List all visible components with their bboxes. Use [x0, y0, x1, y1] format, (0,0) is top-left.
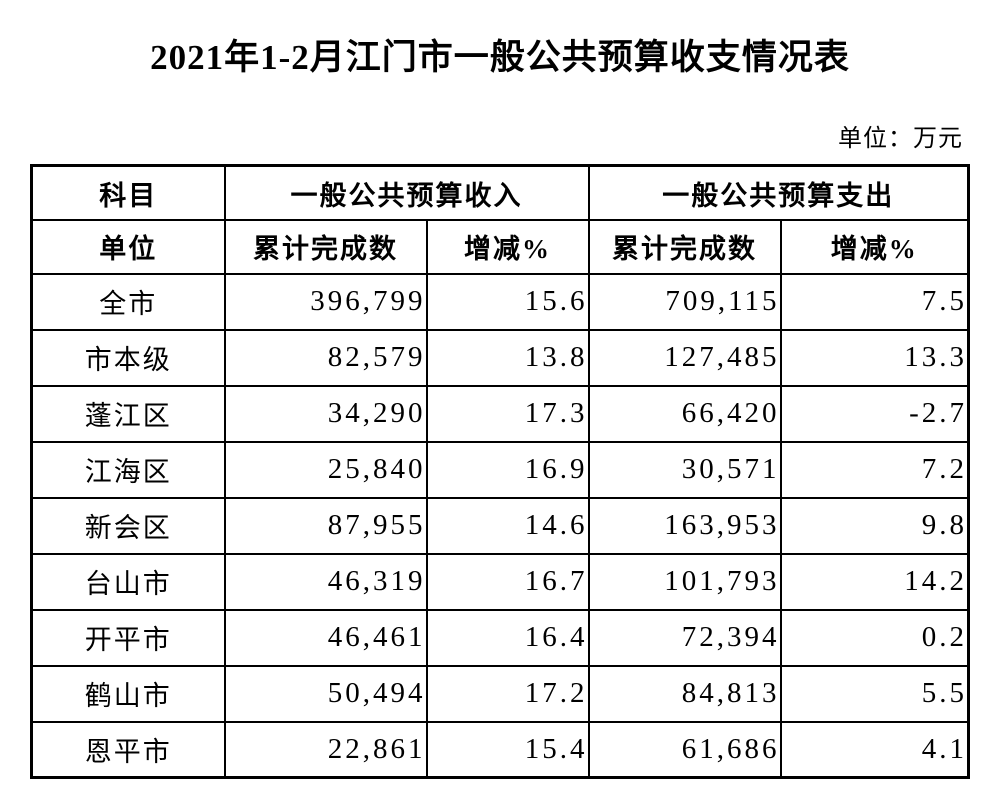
- expenditure-change-cell: 7.5: [779, 272, 970, 331]
- revenue-cell: 34,290: [223, 384, 428, 443]
- table-row: 新会区 87,955 14.6 163,953 9.8: [30, 496, 970, 555]
- revenue-cell: 87,955: [223, 496, 428, 555]
- unit-note: 单位：万元: [838, 126, 963, 153]
- table-row: 台山市 46,319 16.7 101,793 14.2: [30, 552, 970, 611]
- expenditure-cell: 66,420: [587, 384, 782, 443]
- expenditure-change-cell: 0.2: [779, 608, 970, 667]
- region-cell: 台山市: [30, 552, 226, 611]
- revenue-cell: 46,319: [223, 552, 428, 611]
- revenue-change-cell: 16.7: [425, 552, 590, 611]
- header-expenditure-change: 增减%: [779, 218, 970, 275]
- expenditure-change-cell: -2.7: [779, 384, 970, 443]
- expenditure-change-cell: 5.5: [779, 664, 970, 723]
- expenditure-change-cell: 4.1: [779, 720, 970, 779]
- budget-table: 科目 一般公共预算收入 一般公共预算支出 单位 累计完成数 增减% 累计完成数 …: [30, 164, 970, 780]
- expenditure-cell: 101,793: [587, 552, 782, 611]
- table-row: 蓬江区 34,290 17.3 66,420 -2.7: [30, 384, 970, 443]
- expenditure-cell: 30,571: [587, 440, 782, 499]
- revenue-cell: 82,579: [223, 328, 428, 387]
- expenditure-cell: 709,115: [587, 272, 782, 331]
- table-row: 江海区 25,840 16.9 30,571 7.2: [30, 440, 970, 499]
- region-cell: 市本级: [30, 328, 226, 387]
- revenue-cell: 46,461: [223, 608, 428, 667]
- region-cell: 江海区: [30, 440, 226, 499]
- expenditure-change-cell: 13.3: [779, 328, 970, 387]
- region-cell: 鹤山市: [30, 664, 226, 723]
- region-cell: 恩平市: [30, 720, 226, 779]
- header-expenditure-group: 一般公共预算支出: [587, 164, 970, 221]
- table-row: 鹤山市 50,494 17.2 84,813 5.5: [30, 664, 970, 723]
- revenue-change-cell: 15.4: [425, 720, 590, 779]
- revenue-change-cell: 16.4: [425, 608, 590, 667]
- revenue-cell: 396,799: [223, 272, 428, 331]
- page-title: 2021年1-2月江门市一般公共预算收支情况表: [150, 38, 850, 77]
- revenue-cell: 25,840: [223, 440, 428, 499]
- region-cell: 全市: [30, 272, 226, 331]
- header-row-columns: 单位 累计完成数 增减% 累计完成数 增减%: [30, 218, 970, 275]
- expenditure-change-cell: 14.2: [779, 552, 970, 611]
- expenditure-change-cell: 7.2: [779, 440, 970, 499]
- expenditure-cell: 84,813: [587, 664, 782, 723]
- revenue-change-cell: 16.9: [425, 440, 590, 499]
- table-body: 全市 396,799 15.6 709,115 7.5 市本级 82,579 1…: [30, 272, 970, 779]
- header-subject: 科目: [30, 164, 226, 221]
- header-revenue-cumulative: 累计完成数: [223, 218, 428, 275]
- expenditure-change-cell: 9.8: [779, 496, 970, 555]
- region-cell: 新会区: [30, 496, 226, 555]
- table-header: 科目 一般公共预算收入 一般公共预算支出 单位 累计完成数 增减% 累计完成数 …: [30, 164, 970, 275]
- header-unit: 单位: [30, 218, 226, 275]
- table-row: 开平市 46,461 16.4 72,394 0.2: [30, 608, 970, 667]
- expenditure-cell: 61,686: [587, 720, 782, 779]
- region-cell: 蓬江区: [30, 384, 226, 443]
- revenue-change-cell: 17.3: [425, 384, 590, 443]
- expenditure-cell: 163,953: [587, 496, 782, 555]
- table-row: 市本级 82,579 13.8 127,485 13.3: [30, 328, 970, 387]
- revenue-cell: 50,494: [223, 664, 428, 723]
- revenue-change-cell: 14.6: [425, 496, 590, 555]
- revenue-change-cell: 15.6: [425, 272, 590, 331]
- expenditure-cell: 127,485: [587, 328, 782, 387]
- header-expenditure-cumulative: 累计完成数: [587, 218, 782, 275]
- header-revenue-group: 一般公共预算收入: [223, 164, 590, 221]
- table-row: 恩平市 22,861 15.4 61,686 4.1: [30, 720, 970, 779]
- revenue-cell: 22,861: [223, 720, 428, 779]
- revenue-change-cell: 13.8: [425, 328, 590, 387]
- header-row-groups: 科目 一般公共预算收入 一般公共预算支出: [30, 164, 970, 221]
- revenue-change-cell: 17.2: [425, 664, 590, 723]
- header-revenue-change: 增减%: [425, 218, 590, 275]
- region-cell: 开平市: [30, 608, 226, 667]
- table-row: 全市 396,799 15.6 709,115 7.5: [30, 272, 970, 331]
- expenditure-cell: 72,394: [587, 608, 782, 667]
